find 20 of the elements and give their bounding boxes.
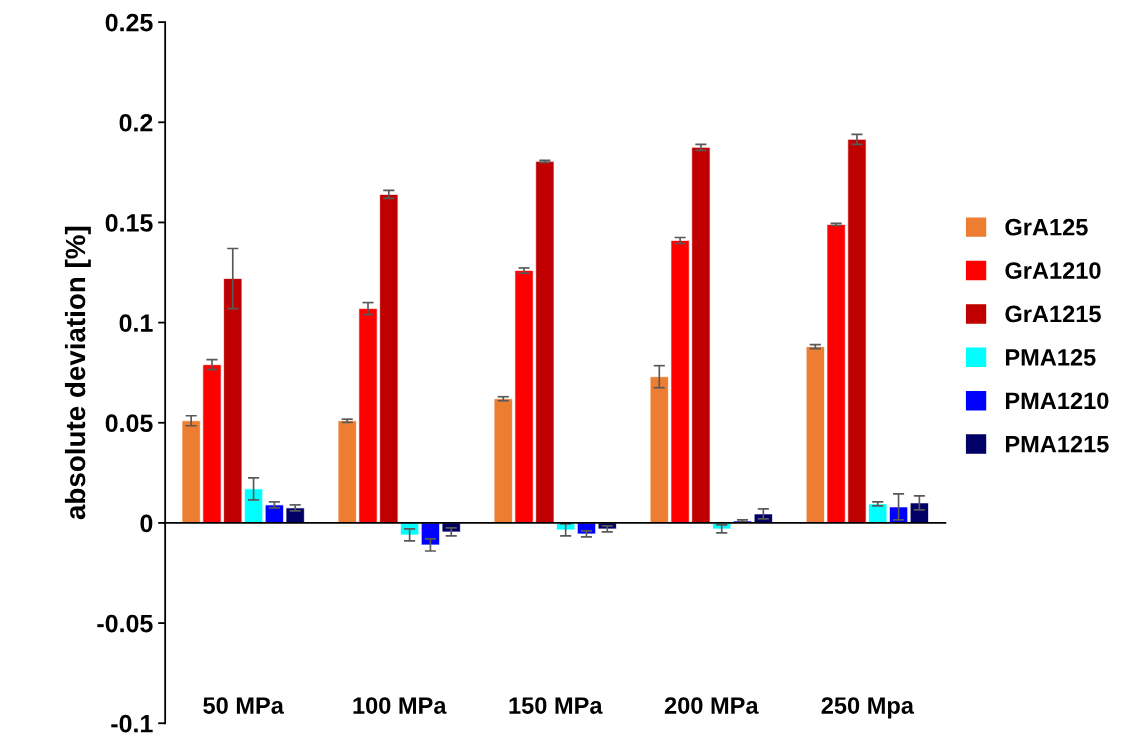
y-tick-label: 0.1 xyxy=(119,314,153,332)
x-tick-label: 250 Mpa xyxy=(821,697,915,719)
y-tick-label: 0 xyxy=(140,514,153,533)
legend-label: GrA125 xyxy=(1005,218,1088,236)
y-tick-label: 0.25 xyxy=(105,13,153,32)
y-tick-label: 0.05 xyxy=(105,414,153,433)
y-tick-label: -0.05 xyxy=(97,614,153,633)
legend-label: GrA1215 xyxy=(1005,305,1101,323)
legend-label: PMA125 xyxy=(1005,349,1096,366)
y-tick-label: 0.2 xyxy=(119,113,153,132)
legend-label: PMA1215 xyxy=(1005,435,1109,453)
x-tick-label: 100 MPa xyxy=(353,697,447,714)
legend-label: PMA1210 xyxy=(1005,392,1109,410)
x-tick-label: 200 MPa xyxy=(664,697,759,714)
x-tick-label: 50 MPa xyxy=(203,697,285,714)
y-tick-label: -0.1 xyxy=(111,714,153,733)
y-tick-label: 0.15 xyxy=(105,214,153,232)
y-axis-title: absolute deviation [%] xyxy=(64,226,91,520)
legend-label: GrA1210 xyxy=(1005,262,1101,279)
x-tick-label: 150 MPa xyxy=(509,697,603,714)
